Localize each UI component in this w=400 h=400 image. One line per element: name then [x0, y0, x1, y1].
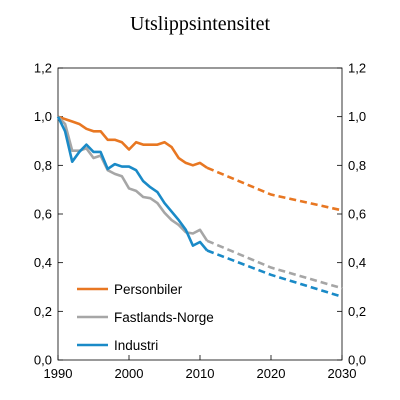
x-tick-label: 2030 — [328, 366, 357, 381]
x-tick-label: 2010 — [186, 366, 215, 381]
legend-label-personbiler: Personbiler — [114, 282, 183, 297]
x-tick-label: 2000 — [115, 366, 144, 381]
y-tick-label-right: 0,4 — [348, 255, 366, 270]
y-tick-label-right: 1,0 — [348, 109, 366, 124]
x-tick-label: 2020 — [257, 366, 286, 381]
series-lines — [56, 115, 343, 298]
legend-label-fastlands-norge: Fastlands-Norge — [114, 310, 214, 325]
series-line-personbiler — [57, 115, 208, 169]
series-projection-fastlands-norge — [206, 239, 343, 290]
y-tick-label-left: 0,6 — [34, 207, 52, 222]
series-line-fastlands-norge — [57, 115, 209, 242]
y-tick-label-left: 0,0 — [34, 353, 52, 368]
series-projection-industri — [206, 249, 343, 298]
y-tick-label-right: 0,0 — [348, 353, 366, 368]
series-line-industri — [56, 116, 209, 252]
chart-title: Utslippsintensitet — [130, 13, 270, 35]
y-tick-label-left: 0,8 — [34, 158, 52, 173]
y-tick-label-right: 0,2 — [348, 304, 366, 319]
legend-label-industri: Industri — [114, 338, 158, 353]
y-tick-label-left: 0,2 — [34, 304, 52, 319]
y-tick-label-right: 0,6 — [348, 207, 366, 222]
y-tick-label-right: 0,8 — [348, 158, 366, 173]
x-tick-label: 1990 — [44, 366, 73, 381]
legend: Personbiler Fastlands-Norge Industri — [77, 282, 214, 353]
y-tick-label-right: 1,2 — [348, 61, 366, 76]
axes: 0,0 0,0 0,2 0,2 0,4 0,4 0,6 0,6 0,8 0,8 1,0 1,0 1,2 1… — [34, 61, 366, 382]
y-tick-label-left: 0,4 — [34, 255, 52, 270]
y-tick-label-left: 1,2 — [34, 61, 52, 76]
y-tick-label-left: 1,0 — [34, 109, 52, 124]
series-projection-personbiler — [206, 166, 343, 212]
